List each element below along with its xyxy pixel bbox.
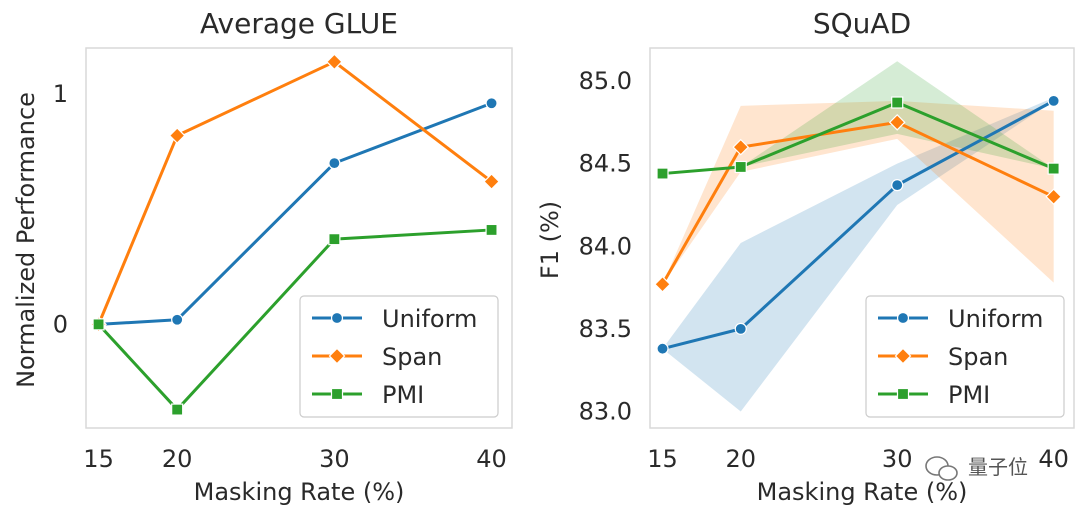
y-tick-label: 84.5 (579, 150, 632, 178)
series-pmi-point (656, 167, 669, 180)
y-tick-label: 84.0 (579, 232, 632, 260)
series-uniform-point (891, 179, 904, 192)
series-pmi-line (662, 101, 1055, 176)
legend-uniform-marker (896, 311, 910, 325)
series-span-point (654, 275, 671, 293)
x-tick-label: 40 (476, 445, 507, 473)
series-span-point (168, 127, 186, 144)
series-uniform-point (485, 97, 498, 110)
ylabel-squad: F1 (%) (536, 201, 564, 279)
series-uniform-point (328, 157, 341, 170)
title-average-glue: Average GLUE (200, 7, 398, 40)
x-tick-label: 30 (882, 445, 913, 473)
series-span-point (326, 53, 343, 71)
series-pmi-point (734, 160, 747, 174)
series-pmi-point (171, 403, 184, 416)
watermark-text: 量子位 (968, 455, 1028, 479)
series-pmi-line (97, 228, 492, 412)
legend-box (299, 295, 499, 418)
xlabel-squad: Masking Rate (%) (757, 478, 968, 506)
series-span-point (483, 173, 500, 190)
series-uniform-point (171, 313, 184, 326)
legend-pmi-label: PMI (948, 381, 990, 409)
series-pmi-point (328, 233, 341, 246)
y-tick-label: 85.0 (579, 67, 632, 95)
panel-average-glue: Average GLUE Normalized Performance Mask… (12, 7, 513, 506)
watermark: 量子位 (925, 455, 1028, 481)
x-tick-label: 15 (83, 445, 114, 473)
title-squad: SQuAD (813, 7, 911, 40)
legend-squad: Uniform Span PMI (865, 295, 1065, 418)
x-tick-label: 20 (725, 445, 756, 473)
y-tick-label: 0 (53, 310, 68, 338)
series-uniform-point (1047, 94, 1060, 107)
series-span-line (97, 60, 493, 325)
legend-uniform-marker (330, 311, 344, 325)
x-tick-label: 40 (1038, 445, 1069, 473)
panel-squad: SQuAD F1 (%) Masking Rate (%) 15 20 30 40 8… (536, 7, 1075, 506)
series-uniform-confidence-band (662, 97, 1054, 412)
legend-pmi-label: PMI (382, 381, 424, 409)
legend-span-label: Span (382, 343, 442, 371)
axes-frame-average-glue (85, 47, 513, 429)
series-pmi-point (891, 96, 904, 109)
series-span-point (888, 113, 906, 131)
series-uniform-line (662, 99, 1055, 351)
legend-pmi-marker (330, 387, 344, 401)
legend-uniform-label: Uniform (948, 305, 1043, 333)
wechat-icon (925, 456, 958, 481)
series-span-confidence-band (662, 100, 1054, 285)
y-tick-label: 83.5 (579, 315, 632, 343)
y-tick-label: 1 (53, 80, 68, 108)
xlabel-average-glue: Masking Rate (%) (194, 478, 405, 506)
series-uniform-line (98, 101, 493, 326)
series-pmi-point (1047, 162, 1060, 175)
legend-uniform-label: Uniform (382, 305, 477, 333)
x-tick-label: 20 (162, 445, 193, 473)
series-span-point (1045, 188, 1063, 206)
legend-average-glue: Uniform Span PMI (299, 295, 499, 418)
legend-pmi-marker (896, 387, 910, 401)
series-uniform-point (656, 342, 669, 355)
y-tick-label: 83.0 (579, 397, 632, 425)
legend-span-marker (894, 347, 912, 365)
ylabel-average-glue: Normalized Performance (12, 92, 40, 388)
axes-frame-squad (649, 47, 1075, 429)
legend-span-marker (328, 347, 346, 365)
legend-span-label: Span (948, 343, 1008, 371)
legend-box (865, 295, 1065, 418)
series-pmi-point (92, 318, 105, 331)
series-uniform-point (734, 322, 747, 335)
series-pmi-point (485, 223, 498, 237)
x-tick-label: 30 (319, 445, 350, 473)
x-tick-label: 15 (647, 445, 678, 473)
series-span-point (732, 138, 750, 156)
